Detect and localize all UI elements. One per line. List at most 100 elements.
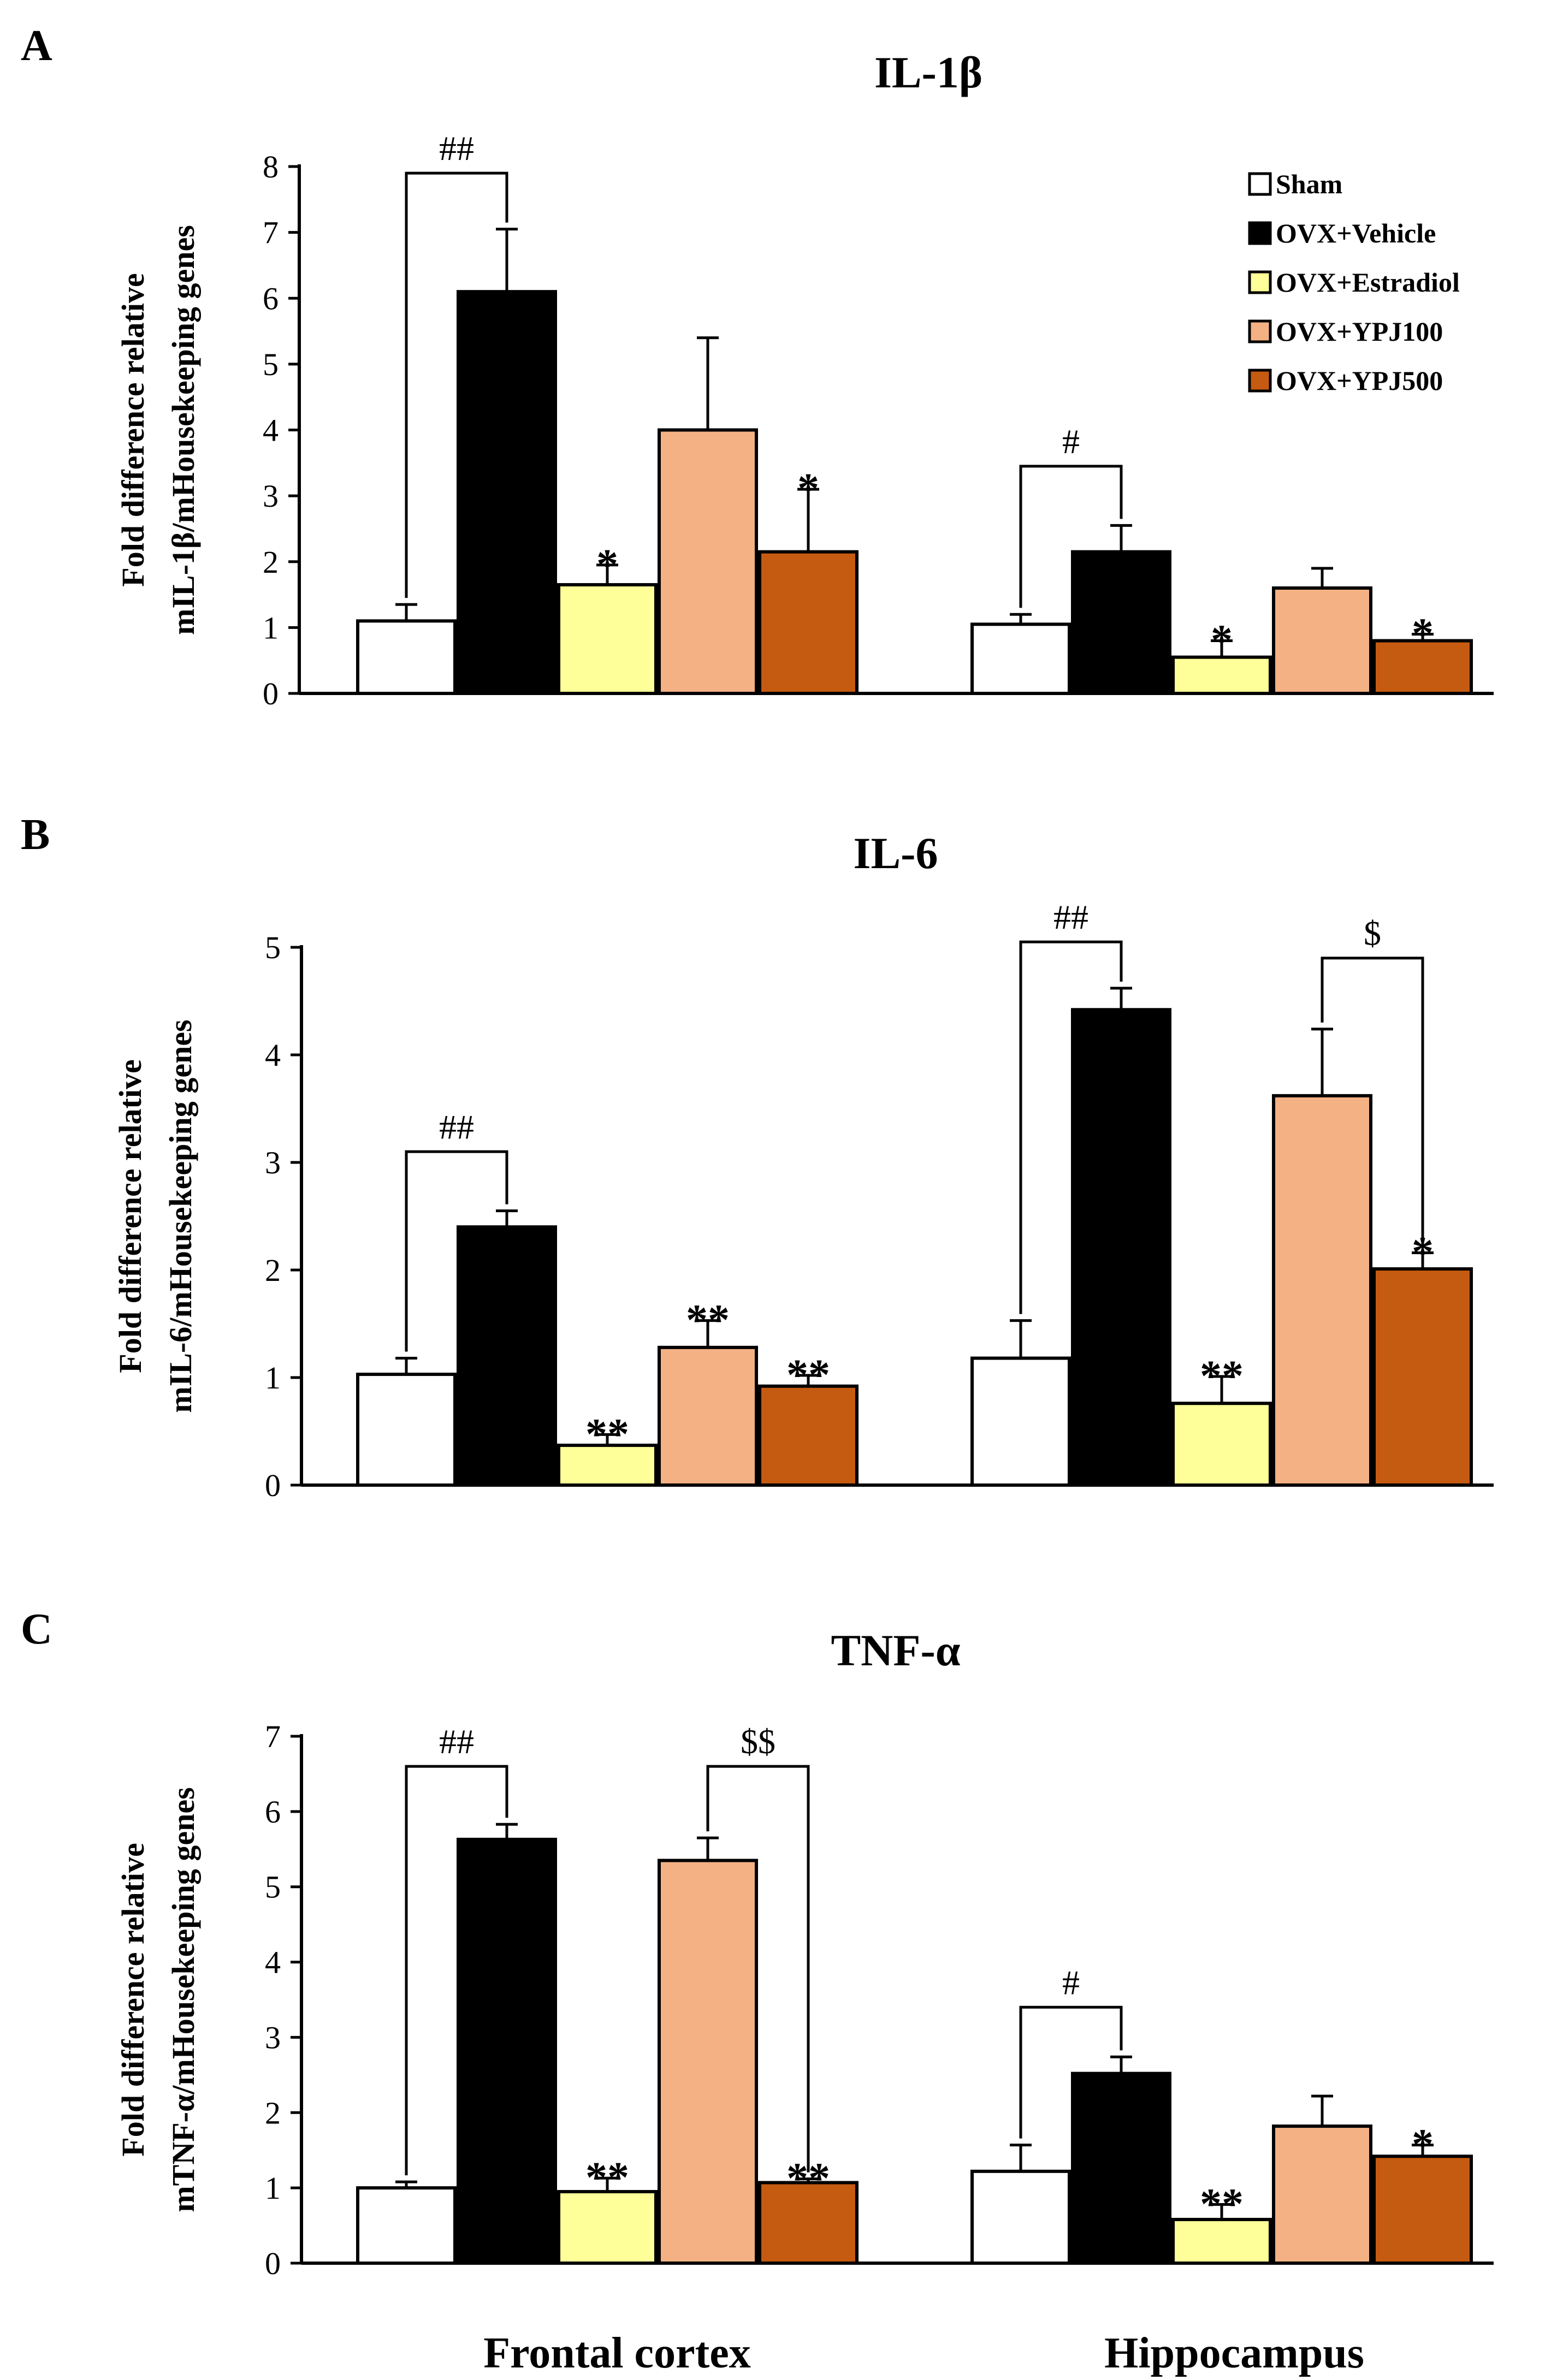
significance-bracket (706, 1765, 810, 2173)
significance-star: ** (786, 1351, 830, 1399)
bar (970, 1356, 1071, 1487)
y-tick-label: 3 (265, 1145, 281, 1180)
y-tick-label: 0 (263, 676, 279, 711)
bar (557, 2190, 658, 2265)
y-tick-label: 8 (263, 149, 279, 185)
y-tick-label: 0 (265, 1468, 281, 1503)
panel-c: C TNF-α Fold difference relative mTNF-α/mHo… (21, 1605, 1494, 2281)
y-axis-label-line-1: Fold difference relative (115, 273, 151, 586)
significance-label: ## (1053, 898, 1088, 936)
significance-star: * (1412, 610, 1434, 658)
significance-label: # (1062, 422, 1080, 461)
significance-star: ** (686, 1297, 730, 1345)
bar (1071, 2072, 1171, 2265)
y-axis-label-line-2: mIL-6/mHousekeeping genes (163, 1019, 198, 1412)
y-tick-label: 2 (265, 2095, 281, 2130)
significance-label: # (1062, 1963, 1080, 2002)
legend-swatch (1248, 172, 1272, 196)
bar (1071, 1008, 1171, 1487)
x-label-hippocampus: Hippocampus (1104, 2329, 1364, 2377)
y-axis-label-line-1: Fold difference relative (113, 1059, 148, 1373)
y-tick-label: 5 (265, 1869, 281, 1905)
bar (557, 1444, 658, 1487)
chart-title: TNF-α (831, 1625, 960, 1675)
bar (1272, 2124, 1372, 2265)
bar (658, 428, 758, 695)
bar (1372, 1267, 1473, 1487)
significance-star: * (1412, 2121, 1434, 2169)
significance-star: * (596, 541, 618, 589)
bar (457, 1225, 557, 1487)
legend-swatch (1248, 319, 1272, 343)
legend: Sham OVX+Vehicle OVX+Estradiol OVX+YPJ100 OV… (1248, 169, 1460, 396)
y-tick-label: 4 (265, 1037, 281, 1073)
panel-a: A IL-1β Fold difference relative mIL-1β/mHo… (21, 22, 1494, 711)
panel-b: B IL-6 Fold difference relative mIL-6/mHous… (21, 811, 1494, 1503)
bar (658, 1859, 758, 2265)
significance-bracket (1019, 940, 1123, 1314)
bar (1171, 1402, 1272, 1487)
legend-swatch (1248, 270, 1272, 294)
panel-letter: B (21, 811, 50, 859)
bar (970, 622, 1071, 695)
bar (1071, 550, 1171, 695)
significance-star: * (797, 465, 819, 513)
y-axis-label-line-2: mIL-1β/mHousekeeping genes (165, 225, 201, 635)
bar (457, 290, 557, 695)
y-tick-label: 4 (265, 1945, 281, 1980)
y-axis-label-line-1: Fold difference relative (115, 1843, 151, 2156)
y-tick-label: 6 (263, 281, 279, 316)
bar (457, 1837, 557, 2265)
y-tick-label: 7 (263, 215, 279, 251)
y-tick-label: 1 (263, 610, 279, 645)
legend-swatch (1248, 221, 1272, 245)
legend-label: OVX+Vehicle (1276, 218, 1436, 248)
significance-bracket (405, 171, 508, 598)
significance-bracket (1321, 957, 1424, 1247)
y-axis-label-line-2: mTNF-α/mHousekeeping genes (165, 1787, 201, 2212)
significance-label: ## (439, 1107, 474, 1146)
bar (970, 2169, 1071, 2265)
y-tick-label: 3 (265, 2020, 281, 2055)
chart-title: IL-1β (874, 48, 982, 97)
y-tick-label: 6 (265, 1794, 281, 1830)
bar (758, 550, 859, 695)
significance-star: * (1211, 617, 1233, 665)
significance-star: ** (1200, 1352, 1244, 1400)
chart-title: IL-6 (854, 828, 938, 878)
significance-bracket (1019, 465, 1123, 608)
y-tick-label: 5 (263, 347, 279, 382)
legend-label: OVX+YPJ500 (1276, 365, 1443, 396)
significance-bracket (405, 1150, 508, 1352)
bar (356, 1373, 457, 1487)
y-tick-label: 2 (265, 1253, 281, 1288)
significance-bracket (405, 1765, 508, 2176)
bar (1171, 2218, 1272, 2265)
y-tick-label: 5 (265, 930, 281, 965)
significance-star: ** (1200, 2180, 1244, 2228)
bar (356, 619, 457, 695)
y-tick-label: 1 (265, 2170, 281, 2206)
bar (658, 1345, 758, 1487)
y-tick-label: 2 (263, 544, 279, 580)
panel-letter: C (21, 1605, 52, 1653)
bar (557, 583, 658, 695)
significance-bracket (1019, 2005, 1123, 2139)
y-tick-label: 1 (265, 1360, 281, 1396)
y-tick-label: 4 (263, 413, 279, 448)
significance-label: ## (439, 129, 474, 168)
bar (758, 2181, 859, 2265)
x-label-frontal-cortex: Frontal cortex (483, 2329, 750, 2377)
significance-label: $ (1364, 914, 1381, 953)
significance-label: $$ (741, 1722, 776, 1761)
bar (1372, 2155, 1473, 2265)
y-tick-label: 0 (265, 2246, 281, 2281)
legend-label: OVX+YPJ100 (1276, 316, 1443, 347)
significance-star: ** (585, 1410, 629, 1458)
y-tick-label: 3 (263, 478, 279, 514)
bar (758, 1384, 859, 1487)
legend-swatch (1248, 369, 1272, 393)
significance-star: ** (585, 2154, 629, 2202)
bar (1272, 586, 1372, 695)
